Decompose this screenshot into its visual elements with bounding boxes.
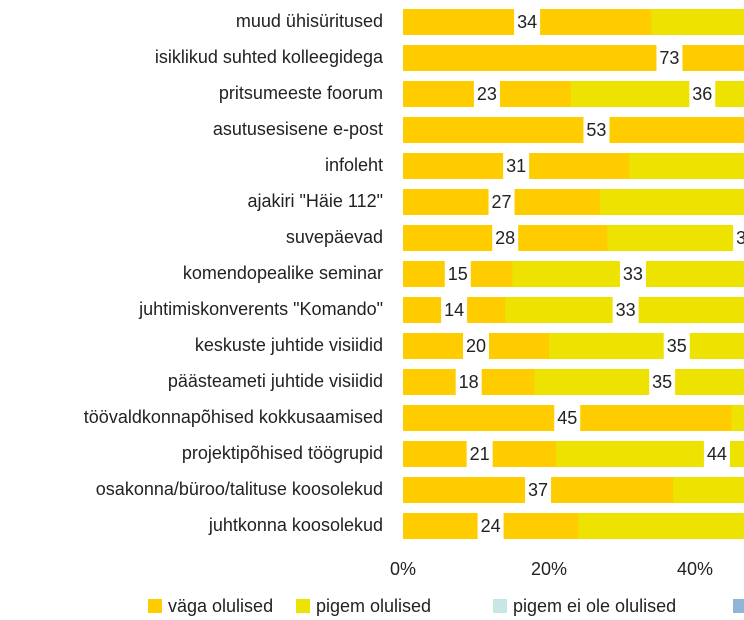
- category-label: ajakiri "Häie 112": [247, 191, 383, 211]
- bar-segment: [549, 333, 744, 359]
- bar-segment: [607, 225, 744, 251]
- value-label-bg: [525, 477, 552, 503]
- value-label-bg: [492, 225, 519, 251]
- value-label: 33: [616, 300, 636, 320]
- category-label: isiklikud suhted kolleegidega: [155, 47, 384, 67]
- value-label-bg: [514, 9, 541, 35]
- value-label: 45: [557, 408, 577, 428]
- value-label: 35: [652, 372, 672, 392]
- value-label-bg: [463, 333, 489, 359]
- value-label-bg: [473, 81, 500, 107]
- category-label: komendopealike seminar: [183, 263, 383, 283]
- value-label-bg: [444, 261, 471, 287]
- value-label-bg: [466, 441, 493, 467]
- value-label-bg: [619, 261, 646, 287]
- legend-label: pigem olulised: [316, 596, 431, 616]
- value-label: 28: [495, 228, 515, 248]
- value-label: 24: [481, 516, 501, 536]
- value-label-bg: [703, 441, 730, 467]
- value-label: 34: [517, 12, 537, 32]
- value-label-bg: [583, 117, 610, 143]
- category-label: juhtimiskonverents "Komando": [138, 299, 383, 319]
- category-label: pritsumeeste foorum: [219, 83, 383, 103]
- value-label: 73: [659, 48, 679, 68]
- value-label: 38: [736, 228, 744, 248]
- category-label: töövaldkonnapõhised kokkusaamised: [84, 407, 383, 427]
- value-label: 37: [528, 480, 548, 500]
- value-label-bg: [554, 405, 581, 431]
- category-label: muud ühisüritused: [236, 11, 383, 31]
- value-label-bg: [441, 297, 468, 323]
- category-label: osakonna/büroo/talituse koosolekud: [96, 479, 383, 499]
- value-label: 36: [692, 84, 712, 104]
- bar-segment: [403, 45, 744, 71]
- value-label: 53: [586, 120, 606, 140]
- value-label-bg: [503, 153, 530, 179]
- value-label: 14: [444, 300, 464, 320]
- category-label: päästeameti juhtide visiidid: [168, 371, 383, 391]
- value-label: 21: [470, 444, 490, 464]
- value-label: 31: [506, 156, 526, 176]
- value-label-bg: [689, 81, 716, 107]
- category-label: projektipõhised töögrupid: [182, 443, 383, 463]
- category-label: suvepäevad: [286, 227, 383, 247]
- value-label: 20: [466, 336, 486, 356]
- value-label-bg: [663, 333, 690, 359]
- legend-label: pigem ei ole olulised: [513, 596, 676, 616]
- legend-swatch: [148, 599, 162, 613]
- value-label-bg: [649, 369, 676, 395]
- value-label-bg: [455, 369, 482, 395]
- value-label: 23: [477, 84, 497, 104]
- bar-segment: [570, 81, 744, 107]
- category-label: juhtkonna koosolekud: [208, 515, 383, 535]
- bar-segment: [403, 117, 744, 143]
- x-tick-label: 0%: [390, 559, 416, 579]
- value-label: 15: [448, 264, 468, 284]
- value-label-bg: [612, 297, 639, 323]
- category-label: keskuste juhtide visiidid: [195, 335, 383, 355]
- category-label: infoleht: [325, 155, 383, 175]
- value-label: 18: [459, 372, 479, 392]
- value-label-bg: [656, 45, 683, 71]
- value-label: 33: [623, 264, 643, 284]
- value-label-bg: [733, 225, 744, 251]
- bar-segment: [534, 369, 744, 395]
- x-tick-label: 40%: [677, 559, 713, 579]
- legend-swatch: [493, 599, 507, 613]
- x-tick-label: 20%: [531, 559, 567, 579]
- legend-swatch-cut: [733, 599, 744, 613]
- legend-label: väga olulised: [168, 596, 273, 616]
- value-label-bg: [488, 189, 515, 215]
- value-label: 27: [492, 192, 512, 212]
- value-label: 44: [707, 444, 727, 464]
- value-label-bg: [477, 513, 504, 539]
- legend-swatch: [296, 599, 310, 613]
- value-label: 35: [667, 336, 687, 356]
- category-label: asutusesisene e-post: [213, 119, 383, 139]
